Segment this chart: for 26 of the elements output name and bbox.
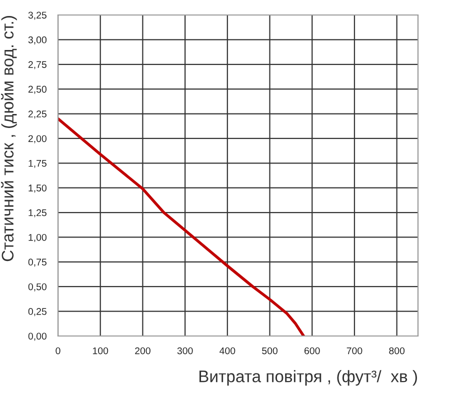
x-tick-label: 600 (304, 347, 320, 354)
x-tick-label: 800 (389, 347, 405, 354)
y-tick-label: 0,75 (28, 258, 46, 267)
y-tick-label: 1,00 (28, 234, 47, 242)
y-tick-label: 3,25 (28, 12, 46, 20)
x-tick-label: 700 (346, 347, 362, 354)
y-tick-label: 2,75 (28, 61, 46, 70)
y-tick-label: 1,25 (28, 209, 46, 218)
x-tick-label: 0 (56, 347, 60, 354)
x-tick-label: 100 (92, 347, 108, 354)
y-tick-label: 2,25 (28, 110, 46, 119)
y-tick-label: 2,50 (28, 86, 47, 94)
y-tick-label: 3,00 (28, 36, 47, 44)
x-axis-title: Витрата повітря , (фут³/ хв ) (199, 370, 417, 386)
y-tick-label: 1,75 (28, 160, 46, 168)
y-tick-label: 2,00 (28, 135, 47, 144)
x-tick-label: 200 (135, 347, 150, 354)
y-tick-label: 1,50 (28, 184, 47, 193)
line-series (58, 117, 306, 336)
x-tick-label: 300 (177, 347, 193, 354)
y-tick-label: 0,00 (28, 332, 47, 341)
y-tick-label: 0,50 (28, 283, 47, 292)
y-tick-label: 0,25 (28, 308, 46, 316)
y-axis-title: Статичний тиск , (дюйм вод. ст.) (1, 16, 17, 262)
x-tick-label: 400 (220, 347, 236, 354)
x-tick-label: 500 (262, 347, 278, 354)
